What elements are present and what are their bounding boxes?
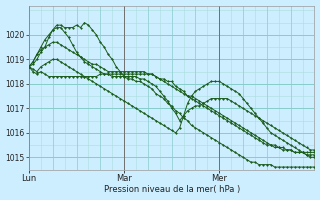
- X-axis label: Pression niveau de la mer( hPa ): Pression niveau de la mer( hPa ): [104, 185, 240, 194]
